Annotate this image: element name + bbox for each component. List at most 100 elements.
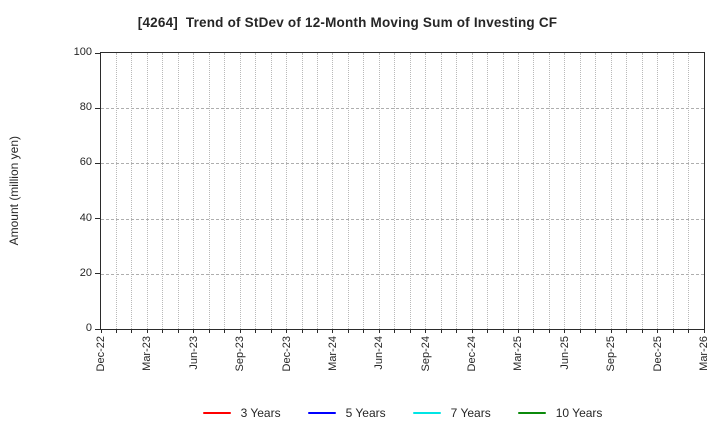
x-tick-mark bbox=[487, 329, 489, 333]
y-tick-labels: 0 20 40 60 80 100 bbox=[0, 46, 92, 334]
x-tick-label: Jun-23 bbox=[187, 336, 200, 370]
y-tick-mark bbox=[95, 273, 100, 275]
v-gridline bbox=[224, 53, 226, 329]
x-tick-mark bbox=[239, 329, 241, 333]
x-tick-label: Mar-23 bbox=[141, 336, 154, 371]
v-gridline bbox=[502, 53, 504, 329]
v-gridline bbox=[208, 53, 210, 329]
x-tick-mark bbox=[208, 329, 210, 333]
x-tick-mark bbox=[456, 329, 458, 333]
x-tick-mark bbox=[394, 329, 396, 333]
x-tick-mark bbox=[224, 329, 226, 333]
v-gridline bbox=[641, 53, 643, 329]
x-tick-mark bbox=[301, 329, 303, 333]
x-tick-mark bbox=[517, 329, 519, 333]
chart-title: [4264] Trend of StDev of 12-Month Moving… bbox=[137, 15, 558, 30]
h-gridline bbox=[101, 163, 704, 165]
v-gridline bbox=[533, 53, 535, 329]
x-tick-mark bbox=[440, 329, 442, 333]
v-gridline bbox=[286, 53, 288, 329]
x-tick-mark bbox=[626, 329, 628, 333]
v-gridline bbox=[610, 53, 612, 329]
legend-line-swatch bbox=[412, 411, 441, 415]
x-tick-mark bbox=[162, 329, 164, 333]
v-gridline bbox=[301, 53, 303, 329]
v-gridline bbox=[316, 53, 318, 329]
v-gridline bbox=[193, 53, 195, 329]
legend-line-swatch bbox=[307, 411, 336, 415]
v-gridline bbox=[177, 53, 179, 329]
y-tick-label: 80 bbox=[79, 101, 92, 114]
x-tick-mark bbox=[641, 329, 643, 333]
y-tick-mark bbox=[95, 52, 100, 54]
x-tick-mark bbox=[378, 329, 380, 333]
x-tick-mark bbox=[177, 329, 179, 333]
x-tick-mark bbox=[193, 329, 195, 333]
x-tick-mark bbox=[100, 329, 102, 333]
x-tick-mark bbox=[471, 329, 473, 333]
v-gridline bbox=[332, 53, 334, 329]
x-tick-label: Jun-25 bbox=[558, 336, 571, 370]
x-tick-mark bbox=[548, 329, 550, 333]
legend-label: 10 Years bbox=[555, 406, 603, 420]
v-gridline bbox=[146, 53, 148, 329]
x-tick-mark bbox=[146, 329, 148, 333]
v-gridline bbox=[115, 53, 117, 329]
y-tick-label: 40 bbox=[79, 211, 92, 224]
v-gridline bbox=[456, 53, 458, 329]
v-gridline bbox=[270, 53, 272, 329]
x-tick-mark bbox=[610, 329, 612, 333]
x-tick-mark bbox=[672, 329, 674, 333]
v-gridline bbox=[626, 53, 628, 329]
x-tick-mark bbox=[255, 329, 257, 333]
h-gridline bbox=[101, 218, 704, 220]
x-tick-mark bbox=[595, 329, 597, 333]
v-gridline bbox=[255, 53, 257, 329]
x-tick-mark bbox=[502, 329, 504, 333]
x-tick-mark bbox=[131, 329, 133, 333]
legend-line-swatch bbox=[517, 411, 546, 415]
y-tick-label: 100 bbox=[73, 46, 92, 58]
h-gridline bbox=[101, 273, 704, 275]
x-tick-label: Mar-25 bbox=[512, 336, 525, 371]
legend-label: 5 Years bbox=[345, 406, 386, 420]
x-tick-label: Dec-24 bbox=[466, 336, 479, 372]
v-gridline bbox=[394, 53, 396, 329]
x-tick-label: Dec-22 bbox=[95, 336, 107, 372]
x-tick-label: Dec-25 bbox=[651, 336, 664, 372]
y-tick-mark bbox=[95, 328, 100, 330]
y-tick-label: 0 bbox=[85, 322, 92, 334]
legend: 3 Years 5 Years 7 Years 10 Years bbox=[100, 403, 705, 423]
v-gridline bbox=[162, 53, 164, 329]
y-tick-mark bbox=[95, 162, 100, 164]
v-gridline bbox=[517, 53, 519, 329]
legend-item: 3 Years bbox=[202, 406, 281, 420]
v-gridline bbox=[409, 53, 411, 329]
v-gridline bbox=[595, 53, 597, 329]
v-gridline bbox=[440, 53, 442, 329]
v-gridline bbox=[239, 53, 241, 329]
x-tick-mark bbox=[316, 329, 318, 333]
v-gridline bbox=[672, 53, 674, 329]
v-gridline bbox=[363, 53, 365, 329]
v-gridline bbox=[131, 53, 133, 329]
v-gridline bbox=[425, 53, 427, 329]
v-gridline bbox=[548, 53, 550, 329]
x-tick-mark bbox=[332, 329, 334, 333]
x-tick-label: Jun-24 bbox=[373, 336, 386, 370]
legend-item: 7 Years bbox=[412, 406, 491, 420]
legend-line-swatch bbox=[202, 411, 231, 415]
v-gridline bbox=[347, 53, 349, 329]
x-tick-mark bbox=[564, 329, 566, 333]
v-gridline bbox=[564, 53, 566, 329]
x-tick-label: Dec-23 bbox=[280, 336, 293, 372]
x-tick-mark bbox=[579, 329, 581, 333]
v-gridline bbox=[579, 53, 581, 329]
x-tick-mark bbox=[533, 329, 535, 333]
x-tick-mark bbox=[347, 329, 349, 333]
v-gridline bbox=[378, 53, 380, 329]
v-gridline bbox=[688, 53, 690, 329]
y-tick-mark bbox=[95, 107, 100, 109]
x-tick-label: Sep-24 bbox=[419, 336, 432, 372]
